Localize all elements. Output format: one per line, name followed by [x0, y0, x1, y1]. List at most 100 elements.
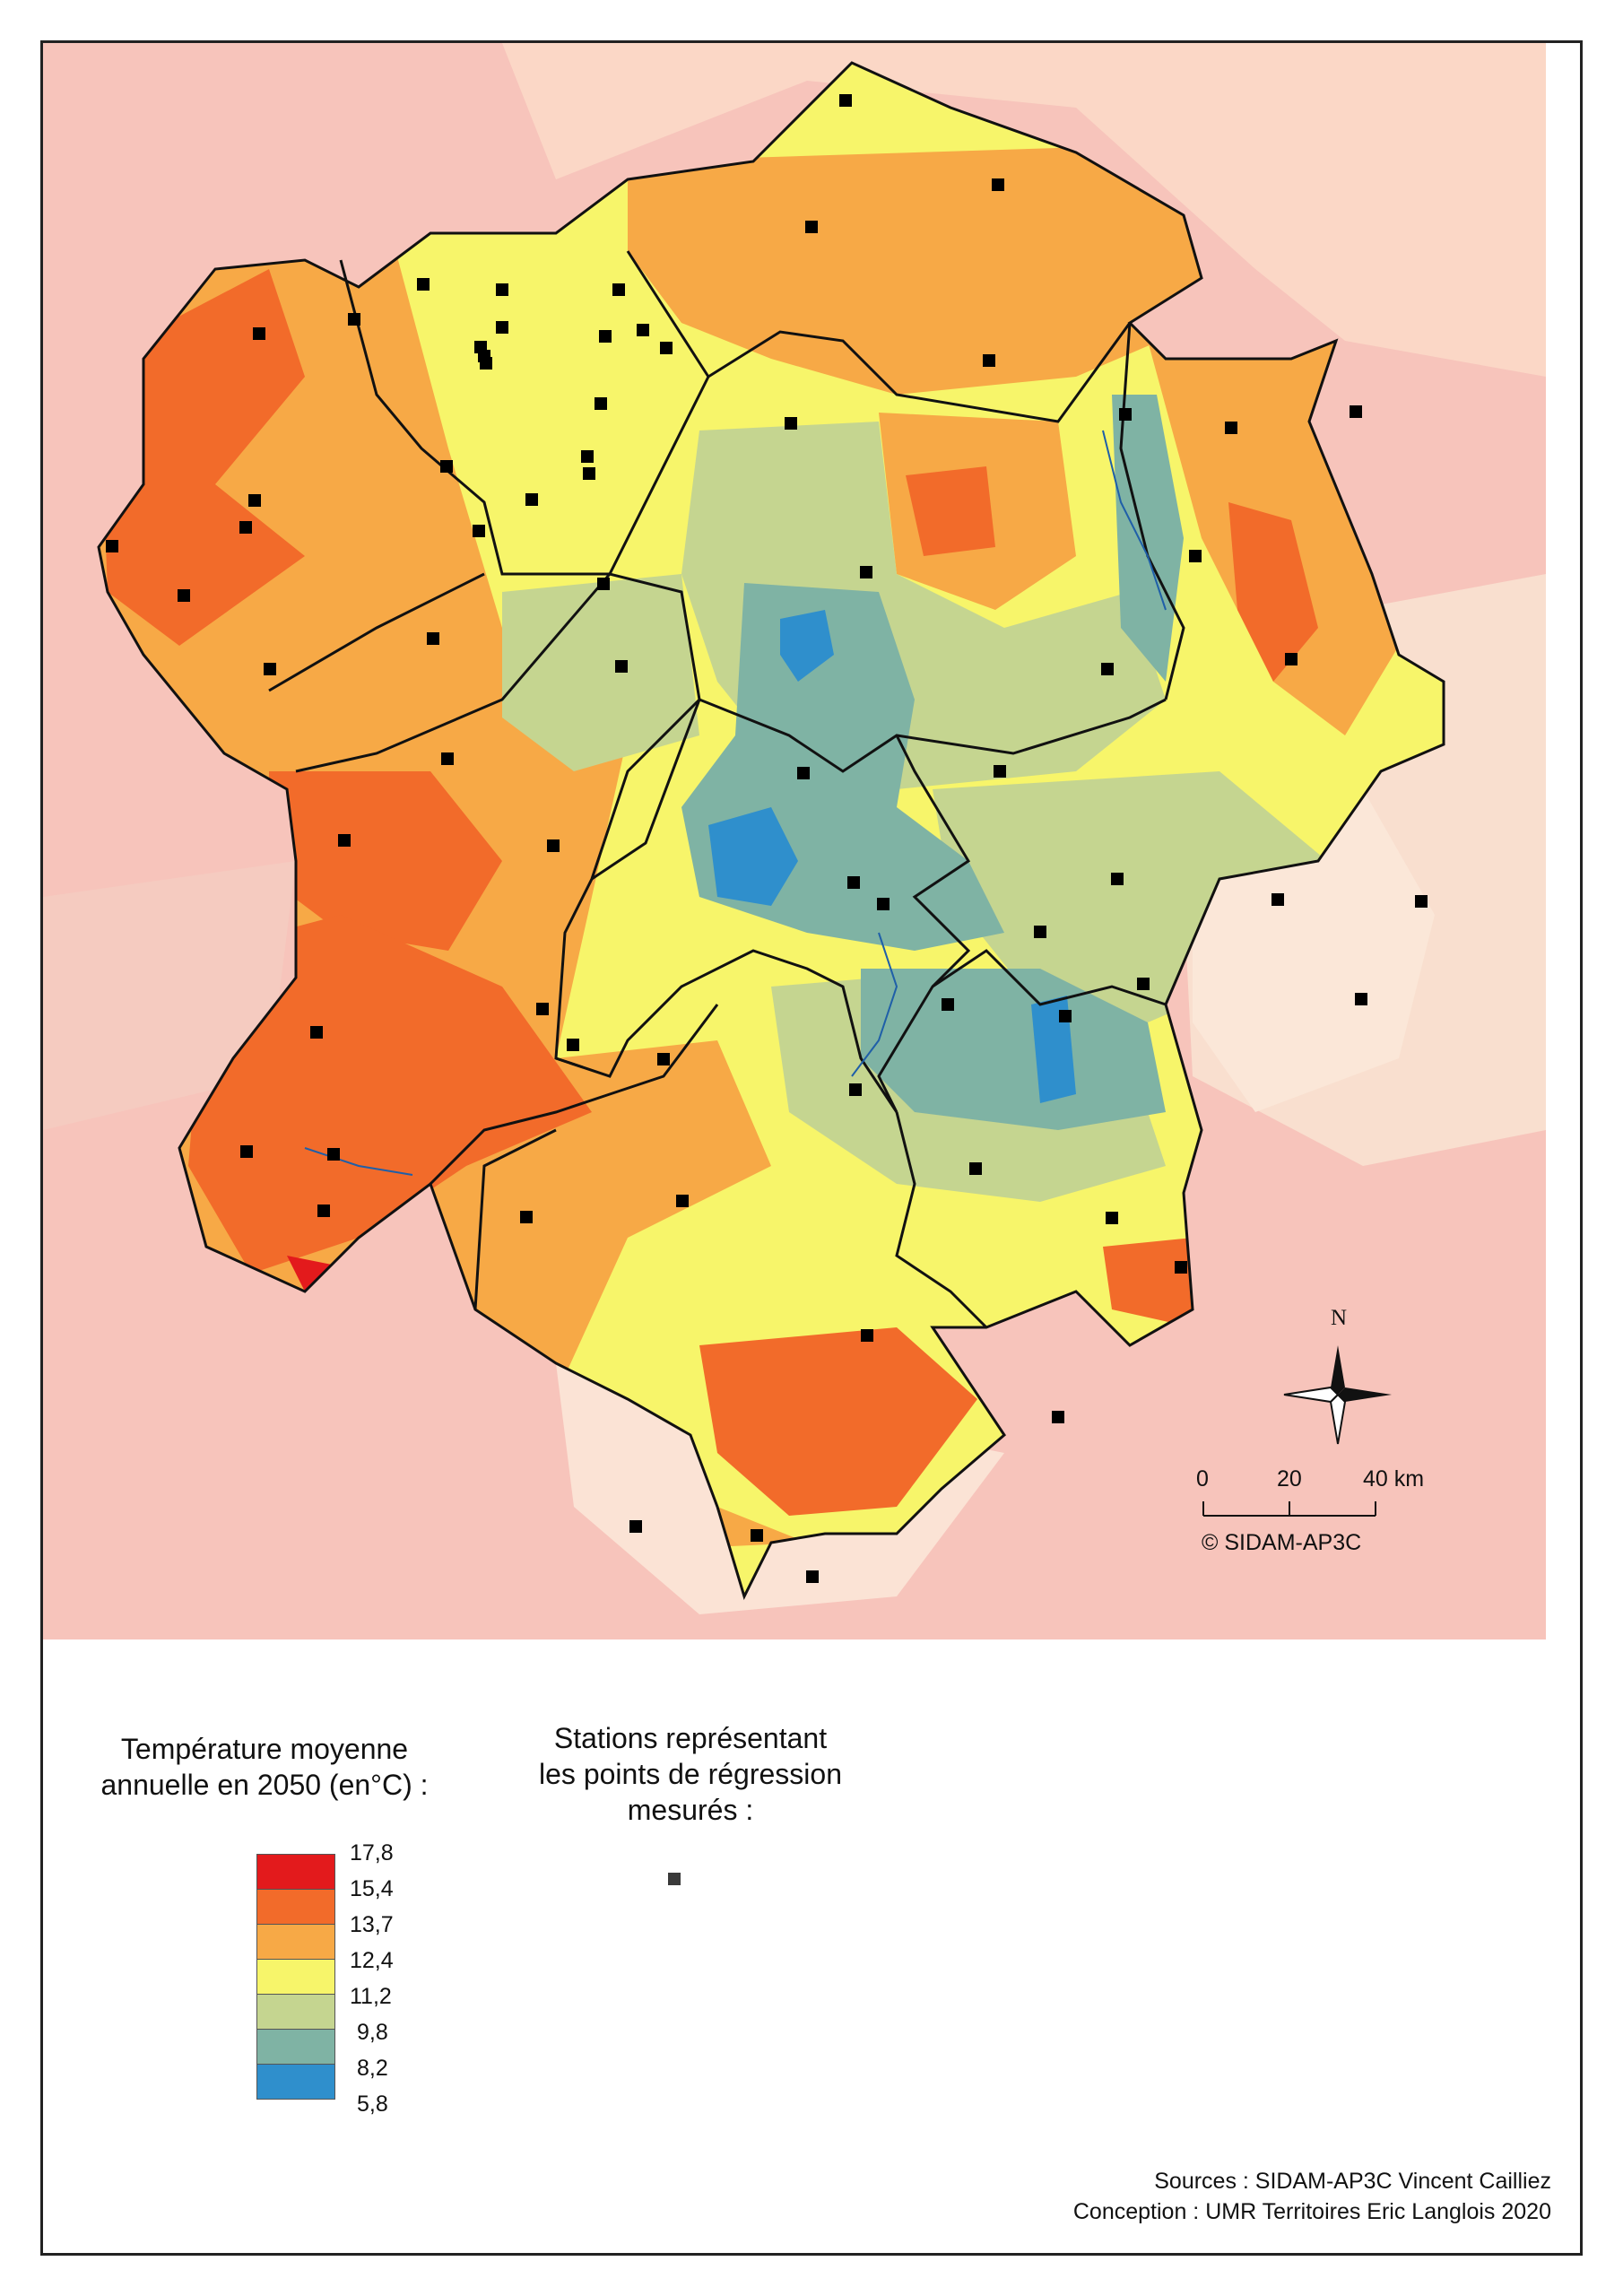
station-marker — [1106, 1212, 1118, 1224]
station-marker — [496, 321, 508, 334]
station-marker — [992, 178, 1004, 191]
sources-credit: Sources : SIDAM-AP3C Vincent Cailliez — [1154, 2169, 1551, 2194]
zone-northeast-darkorange — [1228, 502, 1318, 682]
ramp-swatch-4 — [256, 1994, 335, 2030]
region-outline — [97, 61, 1445, 1601]
relief-light-north — [502, 43, 1546, 377]
river-dordogne — [304, 1147, 413, 1176]
station-marker — [1225, 422, 1237, 434]
station-marker — [1034, 926, 1046, 938]
border-aveyron — [473, 1128, 557, 1310]
station-marker — [417, 278, 430, 291]
department-borders — [97, 61, 1445, 1601]
station-marker — [994, 765, 1006, 778]
temperature-legend-title-line1: Température moyenne — [120, 1733, 409, 1765]
station-marker — [849, 1083, 862, 1096]
station-marker — [317, 1205, 330, 1217]
ramp-label-5-8: 5,8 — [357, 2092, 388, 2117]
scale-label-40: 40 km — [1363, 1466, 1425, 1492]
zone-west-darkorange-c — [188, 915, 592, 1274]
station-marker — [615, 660, 628, 673]
river-allier — [851, 932, 898, 1077]
stations-legend-title-line1: Stations représentant — [553, 1722, 828, 1754]
temperature-color-ramp — [256, 1854, 335, 2100]
scale-label-0: 0 — [1196, 1466, 1209, 1492]
station-legend-symbol — [668, 1873, 681, 1885]
zone-west-darkorange-b — [269, 771, 502, 951]
station-marker — [239, 521, 252, 534]
station-marker — [581, 450, 594, 463]
zone-west-darkorange-a — [99, 269, 305, 646]
station-marker — [1271, 893, 1284, 906]
north-arrow-w — [1283, 1386, 1340, 1404]
temperature-legend-title-line2: annuelle en 2050 (en°C) : — [100, 1769, 429, 1801]
station-marker — [106, 540, 118, 552]
station-marker — [860, 566, 872, 578]
zone-bluegrey-south — [861, 969, 1166, 1130]
ramp-swatch-5 — [256, 2029, 335, 2065]
north-arrow-e — [1338, 1387, 1392, 1402]
station-marker — [536, 1003, 549, 1015]
zone-centre-darkorange — [906, 466, 995, 556]
station-marker — [1101, 663, 1114, 675]
station-marker — [861, 1329, 873, 1342]
station-marker — [629, 1520, 642, 1533]
ramp-swatch-3 — [256, 1959, 335, 1995]
station-marker — [496, 283, 508, 296]
temperature-legend-title: Température moyenne annuelle en 2050 (en… — [63, 1731, 466, 1803]
station-marker — [583, 467, 595, 480]
station-marker — [805, 221, 818, 233]
station-marker — [473, 525, 485, 537]
river-loire — [1102, 430, 1167, 611]
zone-blue-peak-sancy — [780, 610, 834, 682]
ramp-label-15-4: 15,4 — [350, 1876, 394, 1901]
station-marker — [597, 578, 610, 590]
station-marker — [1355, 993, 1367, 1005]
conception-credit: Conception : UMR Territoires Eric Langlo… — [1072, 2199, 1551, 2224]
north-arrow-n — [1331, 1345, 1345, 1395]
stations-legend-title-line2: les points de régression — [539, 1758, 842, 1790]
station-marker — [240, 1145, 253, 1158]
stations-legend-title: Stations représentant les points de régr… — [502, 1720, 879, 1828]
rivers — [304, 430, 1167, 1176]
ramp-swatch-2 — [256, 1924, 335, 1960]
station-marker — [877, 898, 890, 910]
station-marker — [1415, 895, 1428, 908]
station-marker — [547, 839, 560, 852]
station-marker — [847, 876, 860, 889]
ramp-label-9-8: 9,8 — [357, 2020, 388, 2045]
station-marker — [806, 1570, 819, 1583]
north-arrow — [1283, 1345, 1392, 1445]
station-marker — [248, 494, 261, 507]
station-marker — [264, 663, 276, 675]
station-marker — [427, 632, 439, 645]
station-marker — [520, 1211, 533, 1223]
station-marker — [338, 834, 351, 847]
station-marker — [1175, 1261, 1187, 1274]
station-marker — [440, 460, 453, 473]
station-marker — [1189, 550, 1202, 562]
ramp-swatch-1 — [256, 1889, 335, 1925]
station-markers — [106, 94, 1428, 1583]
ramp-swatch-0 — [256, 1854, 335, 1890]
station-marker — [751, 1529, 763, 1542]
zone-north-orange — [628, 144, 1202, 395]
copyright: © SIDAM-AP3C — [1202, 1530, 1362, 1555]
station-marker — [660, 342, 673, 354]
station-marker — [599, 330, 612, 343]
zone-south-darkorange — [699, 1327, 977, 1516]
station-marker — [942, 998, 954, 1011]
ramp-label-11-2: 11,2 — [350, 1984, 392, 2009]
station-marker — [595, 397, 607, 410]
station-marker — [1119, 408, 1132, 421]
map-frame — [40, 40, 1583, 2256]
zone-red-west — [287, 1256, 332, 1292]
station-marker — [797, 767, 810, 779]
station-marker — [1285, 653, 1298, 665]
station-marker — [348, 313, 360, 326]
station-marker — [1137, 978, 1150, 990]
station-marker — [441, 752, 454, 765]
station-marker — [969, 1162, 982, 1175]
zone-green-centre-west — [502, 574, 699, 771]
ramp-label-13-7: 13,7 — [350, 1912, 394, 1937]
